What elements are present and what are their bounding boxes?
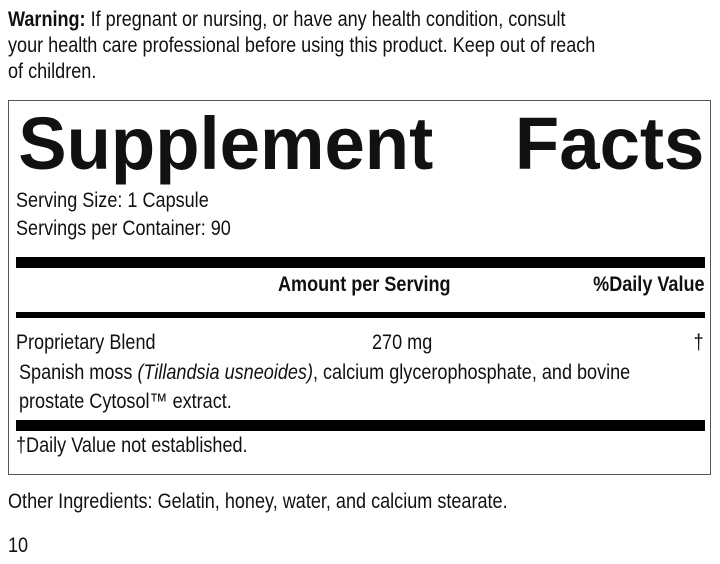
- blend-ingredients-line-2: prostate Cytosol™ extract.: [19, 390, 232, 413]
- blend-latin-name: (Tillandsia usneoides): [137, 361, 313, 384]
- serving-size: Serving Size: 1 Capsule: [16, 189, 209, 212]
- row-name: Proprietary Blend: [16, 331, 156, 354]
- thick-divider: [16, 257, 705, 268]
- blend-ingredients-line-1: Spanish moss (Tillandsia usneoides), cal…: [19, 361, 630, 385]
- column-header-daily-value: %Daily Value: [593, 273, 705, 296]
- blend-text: , calcium glycerophosphate, and bovine: [312, 361, 631, 384]
- supplement-facts-panel: [8, 100, 711, 475]
- medium-divider: [16, 312, 705, 318]
- title-word-supplement: Supplement: [18, 102, 434, 185]
- title-word-facts: Facts: [514, 102, 705, 185]
- row-amount: 270 mg: [372, 331, 433, 354]
- warning-line-1: Warning: If pregnant or nursing, or have…: [8, 8, 565, 32]
- thick-divider: [16, 420, 705, 431]
- warning-label: Warning:: [8, 8, 86, 31]
- warning-text: If pregnant or nursing, or have any heal…: [85, 8, 566, 31]
- column-header-amount: Amount per Serving: [278, 273, 451, 296]
- page-number: 10: [8, 534, 29, 557]
- servings-per-container: Servings per Container: 90: [16, 217, 231, 240]
- warning-line-2: your health care professional before usi…: [8, 34, 596, 57]
- panel-title: Supplement Facts: [14, 104, 706, 184]
- row-daily-value: †: [693, 331, 704, 354]
- footnote: †Daily Value not established.: [16, 434, 248, 457]
- blend-text: Spanish moss: [19, 361, 138, 384]
- other-ingredients: Other Ingredients: Gelatin, honey, water…: [8, 490, 508, 513]
- warning-line-3: of children.: [8, 60, 97, 83]
